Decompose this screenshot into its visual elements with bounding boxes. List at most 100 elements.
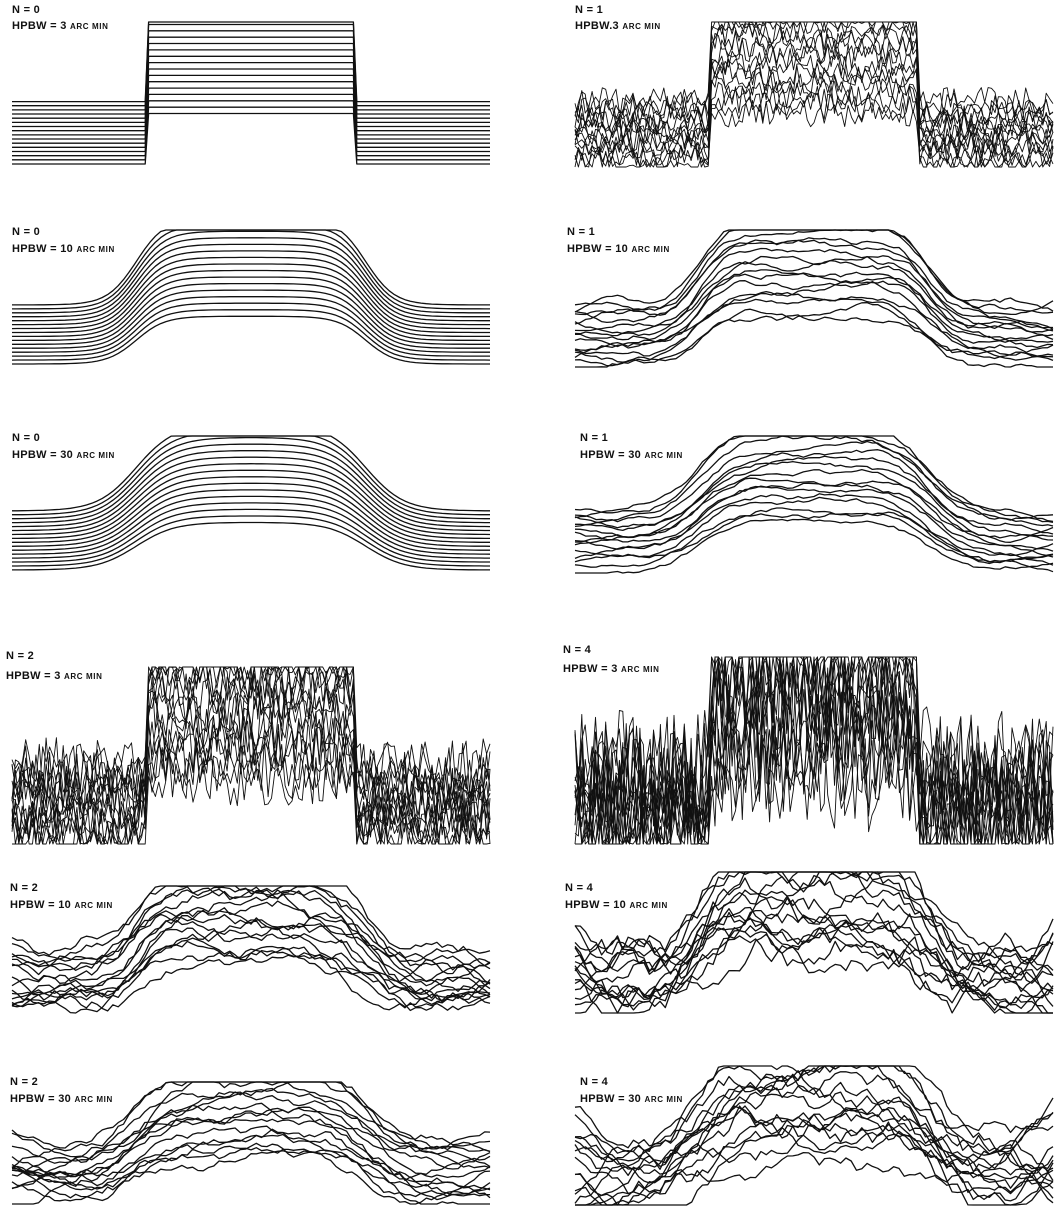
profile-line bbox=[11, 1081, 491, 1168]
profile-line bbox=[574, 871, 1054, 977]
profile-line bbox=[12, 443, 490, 524]
profile-line bbox=[574, 871, 1054, 970]
profile-line bbox=[574, 58, 1054, 154]
profile-line bbox=[575, 269, 1054, 341]
profile-line bbox=[11, 940, 491, 1007]
profile-line bbox=[11, 885, 491, 975]
profile-line bbox=[574, 468, 1054, 543]
profile-line bbox=[574, 908, 1054, 1014]
profile-line bbox=[12, 230, 490, 314]
profile-line bbox=[11, 920, 491, 1002]
profile-line bbox=[574, 36, 1054, 141]
panel-beam-label: HPBW = 10 ARC MIN bbox=[10, 899, 113, 911]
profile-line bbox=[12, 302, 490, 357]
profile-line bbox=[574, 894, 1054, 984]
profile-line bbox=[574, 272, 1054, 349]
profile-line bbox=[574, 1065, 1054, 1158]
panel-beam-label: HPBW = 30 ARC MIN bbox=[580, 449, 683, 461]
panel-plot bbox=[574, 229, 1054, 368]
profile-line bbox=[12, 81, 490, 144]
profile-line bbox=[575, 314, 1053, 368]
profile-line bbox=[574, 1071, 1054, 1177]
profile-line bbox=[574, 930, 1053, 1014]
panel-noise-label: N = 4 bbox=[563, 644, 592, 656]
profile-line bbox=[12, 49, 490, 124]
profile-line bbox=[574, 302, 1054, 364]
panel-beam-label: HPBW = 30 ARC MIN bbox=[580, 1093, 683, 1105]
profile-line bbox=[11, 1117, 491, 1191]
profile-line bbox=[574, 656, 1054, 816]
profile-line bbox=[11, 900, 491, 990]
profile-line bbox=[12, 237, 490, 318]
profile-line bbox=[574, 229, 1054, 313]
panel-noise-label: N = 1 bbox=[567, 226, 596, 238]
profile-line bbox=[574, 477, 1054, 552]
panel-plot bbox=[11, 666, 491, 845]
profile-line bbox=[11, 1087, 491, 1161]
profile-line bbox=[574, 482, 1054, 558]
profile-line bbox=[574, 229, 1054, 316]
profile-line bbox=[12, 508, 490, 563]
profile-line bbox=[574, 93, 1054, 168]
panel-plot bbox=[574, 21, 1054, 168]
profile-line bbox=[11, 886, 491, 972]
profile-line bbox=[12, 282, 490, 345]
profile-line bbox=[574, 78, 1054, 166]
profile-line bbox=[12, 243, 490, 322]
profile-line bbox=[575, 518, 1054, 574]
profile-line bbox=[574, 21, 1054, 116]
panel-beam-label: HPBW = 3 ARC MIN bbox=[6, 670, 103, 682]
profile-line bbox=[574, 1065, 1054, 1181]
profile-line bbox=[11, 929, 491, 1008]
profile-line bbox=[11, 463, 491, 536]
profile-line bbox=[11, 309, 491, 361]
panel-plot bbox=[12, 21, 490, 165]
profile-line bbox=[575, 455, 1054, 541]
panel-noise-label: N = 0 bbox=[12, 226, 41, 238]
panel-plot bbox=[574, 871, 1054, 1014]
profile-line bbox=[574, 656, 1054, 819]
profile-line bbox=[12, 55, 490, 128]
panel-beam-label: HPBW = 10 ARC MIN bbox=[567, 243, 670, 255]
profile-line bbox=[11, 889, 491, 985]
profile-line bbox=[12, 502, 490, 559]
profile-line bbox=[11, 947, 491, 1014]
panel-noise-label: N = 2 bbox=[10, 1076, 39, 1088]
profile-line bbox=[11, 888, 491, 998]
panel-plot bbox=[574, 1065, 1054, 1206]
profile-line bbox=[11, 1081, 491, 1168]
profile-line bbox=[574, 23, 1054, 133]
profile-line bbox=[574, 877, 1054, 993]
panel-noise-label: N = 2 bbox=[10, 882, 39, 894]
profile-line bbox=[574, 1127, 1054, 1206]
panel-noise-label: N = 4 bbox=[565, 882, 594, 894]
profile-line bbox=[12, 229, 490, 306]
panel-noise-label: N = 1 bbox=[575, 4, 604, 16]
profile-line bbox=[574, 247, 1054, 332]
profile-line bbox=[11, 256, 491, 330]
profile-line bbox=[11, 952, 491, 1012]
profile-line bbox=[574, 449, 1054, 535]
profile-line bbox=[12, 885, 491, 976]
profile-line bbox=[12, 42, 490, 119]
profile-line bbox=[574, 435, 1054, 524]
profile-line bbox=[12, 100, 490, 157]
panel-noise-label: N = 2 bbox=[6, 650, 35, 662]
profile-line bbox=[12, 36, 490, 115]
profile-line bbox=[12, 263, 490, 334]
profile-line bbox=[11, 450, 491, 528]
panel-noise-label: N = 1 bbox=[580, 432, 609, 444]
profile-line bbox=[574, 507, 1054, 573]
panel-noise-label: N = 0 bbox=[12, 4, 41, 16]
profile-line bbox=[574, 493, 1054, 566]
profile-line bbox=[12, 289, 490, 349]
profile-line bbox=[12, 296, 490, 353]
profile-line bbox=[12, 515, 490, 567]
profile-line bbox=[12, 315, 490, 365]
panel-plot bbox=[11, 885, 491, 1014]
profile-line bbox=[11, 914, 491, 996]
profile-line bbox=[12, 521, 490, 571]
profile-line bbox=[574, 30, 1054, 137]
profile-line bbox=[12, 489, 490, 551]
